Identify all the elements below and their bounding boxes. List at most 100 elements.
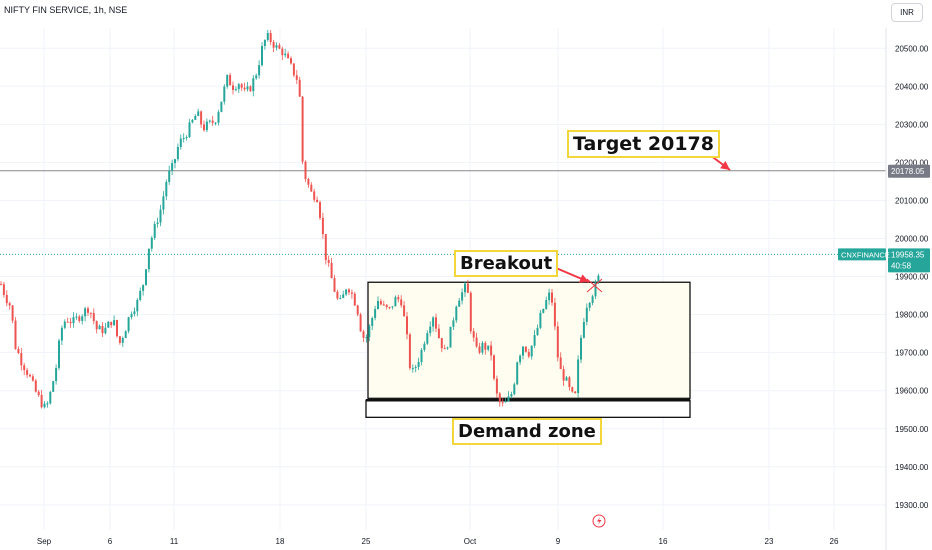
candle	[234, 86, 237, 92]
time-tick-label: 23	[765, 537, 774, 546]
candle	[95, 320, 98, 334]
time-tick-label: 16	[659, 537, 668, 546]
candle	[40, 390, 43, 409]
candle	[127, 316, 130, 334]
candle	[336, 289, 339, 301]
candle	[435, 313, 437, 332]
time-tick-label: 9	[556, 537, 561, 546]
time-axis: Sep 6 11 18 25 Oct 9 16 23 26	[37, 537, 839, 546]
candle	[379, 298, 382, 306]
candle	[522, 346, 524, 360]
candle	[443, 344, 446, 350]
candle	[539, 309, 542, 330]
candle	[243, 82, 246, 92]
annotation-arrows	[555, 151, 731, 283]
candle	[101, 322, 104, 337]
candle	[374, 305, 377, 321]
price-tick-label: 19300.00	[895, 501, 929, 510]
candle	[397, 294, 400, 303]
candle	[292, 63, 295, 78]
svg-text:40:58: 40:58	[891, 261, 912, 270]
candle	[232, 81, 234, 95]
candle	[475, 332, 478, 348]
candle	[562, 365, 565, 386]
candle	[400, 295, 403, 308]
candle	[153, 221, 156, 241]
candle	[527, 348, 530, 359]
candle	[156, 217, 159, 228]
demand-zone-annotation[interactable]: Demand zone	[452, 418, 602, 445]
candle	[327, 255, 330, 267]
candle	[324, 234, 327, 265]
candle	[29, 373, 31, 378]
candle	[84, 306, 87, 322]
candle	[307, 177, 310, 188]
time-tick-label: 18	[276, 537, 285, 546]
candle	[423, 341, 426, 352]
candle	[350, 289, 353, 299]
candle	[43, 401, 46, 409]
candle	[287, 51, 290, 59]
currency-selector[interactable]: INR	[891, 3, 923, 22]
candle	[574, 390, 577, 394]
price-tick-label: 19600.00	[895, 387, 929, 396]
candle	[17, 346, 20, 355]
candle	[203, 120, 205, 132]
candle	[408, 332, 411, 371]
candle	[60, 325, 63, 346]
candle	[214, 121, 217, 126]
candle	[313, 188, 316, 203]
chart-grid	[0, 28, 886, 530]
candle	[159, 204, 162, 227]
candle	[580, 334, 582, 364]
candle	[26, 367, 29, 378]
candle	[377, 296, 379, 310]
candle	[20, 348, 23, 371]
price-tick-label: 19700.00	[895, 349, 929, 358]
candle	[284, 48, 287, 58]
candle	[388, 306, 391, 310]
candle	[330, 258, 333, 279]
candle	[478, 342, 481, 355]
breakout-annotation[interactable]: Breakout	[454, 250, 559, 277]
candle	[481, 341, 484, 355]
time-tick-label: 6	[108, 537, 113, 546]
target-annotation[interactable]: Target 20178	[567, 130, 720, 158]
chart-title: NIFTY FIN SERVICE, 1h, NSE	[4, 5, 128, 15]
svg-text:CNXFINANCE: CNXFINANCE	[841, 250, 890, 259]
candle	[440, 338, 443, 353]
candle	[194, 114, 197, 121]
candle	[588, 301, 591, 312]
candle	[519, 354, 522, 365]
candle	[11, 304, 14, 324]
candle	[52, 380, 55, 393]
candle	[211, 115, 214, 126]
candle	[321, 212, 324, 239]
candle	[197, 108, 200, 117]
candle	[263, 39, 266, 50]
candle	[150, 235, 153, 252]
candle	[391, 306, 394, 310]
candle	[179, 134, 182, 150]
flash-icon[interactable]	[592, 514, 606, 528]
candle	[255, 73, 258, 80]
candle	[58, 338, 60, 371]
candle	[466, 279, 469, 293]
candle	[319, 200, 321, 221]
candle	[275, 42, 278, 51]
svg-text:20178.05: 20178.05	[891, 167, 925, 176]
candle	[565, 375, 568, 381]
candle	[226, 74, 229, 89]
candle	[8, 301, 11, 310]
candle	[594, 279, 597, 300]
candle	[501, 397, 504, 407]
candle	[414, 364, 417, 373]
candle	[498, 391, 501, 407]
candle	[548, 288, 551, 305]
candle	[162, 191, 165, 215]
candle	[585, 303, 588, 326]
candle	[168, 165, 171, 185]
candle	[261, 42, 263, 67]
price-tick-label: 20100.00	[895, 196, 929, 205]
